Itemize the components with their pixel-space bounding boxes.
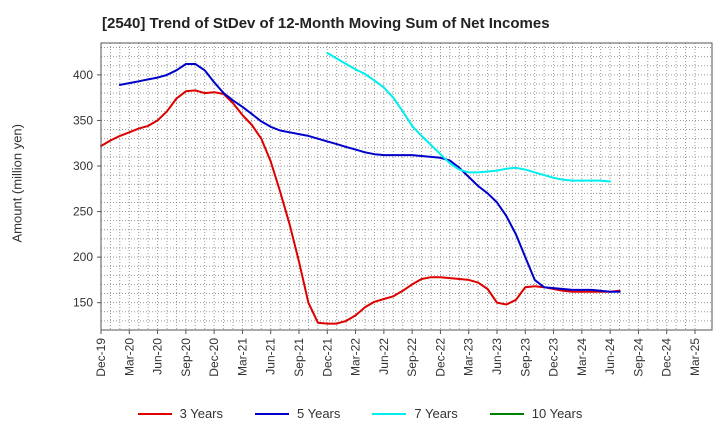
legend-item-10-years: 10 Years [489,406,583,421]
x-tick-label: Mar-21 [235,338,249,376]
legend-item-5-years: 5 Years [255,406,340,421]
x-tick-label: Sep-21 [292,338,306,377]
x-tick-label: Dec-22 [433,338,447,377]
y-tick-label: 400 [73,68,93,82]
x-tick-label: Mar-25 [688,338,702,376]
y-tick-label: 150 [73,296,93,310]
legend-swatch-5-years [255,412,289,415]
series-line-5-years [118,63,621,293]
legend: 3 Years 5 Years 7 Years 10 Years [0,406,720,421]
y-tick-label: 250 [73,205,93,219]
legend-item-7-years: 7 Years [372,406,458,421]
x-tick-label: Sep-22 [405,338,419,377]
x-tick-label: Mar-22 [349,338,363,376]
legend-swatch-10-years [489,412,524,415]
x-tick-label: Dec-24 [660,338,674,377]
chart-title: [2540] Trend of StDev of 12-Month Moving… [102,15,550,32]
x-tick-label: Dec-20 [207,338,221,377]
legend-swatch-3-years [137,412,172,415]
y-tick-label: 300 [73,159,93,173]
x-tick-label: Dec-23 [547,338,561,377]
x-tick-label: Mar-24 [575,338,589,376]
legend-label-7-years: 7 Years [414,406,458,421]
y-tick-label: 350 [73,113,93,127]
legend-label-5-years: 5 Years [297,406,341,421]
series-lines [100,52,621,325]
series-line-7-years [326,52,612,183]
legend-item-3-years: 3 Years [137,406,223,421]
x-tick-label: Mar-23 [462,338,476,376]
x-tick-label: Mar-20 [122,338,136,376]
y-tick-label: 200 [73,250,93,264]
legend-swatch-7-years [372,412,407,415]
plot-frame [100,42,713,331]
x-tick-label: Sep-20 [179,338,193,377]
x-tick-label: Sep-24 [631,338,645,377]
series-line-3-years [100,89,621,325]
x-tick-label: Jun-23 [490,338,504,375]
x-tick-label: Sep-23 [518,338,532,377]
x-tick-label: Dec-19 [94,338,108,377]
x-tick-label: Jun-22 [377,338,391,375]
x-tick-label: Jun-24 [603,338,617,375]
x-tick-label: Jun-21 [264,338,278,375]
x-tick-label: Jun-20 [151,338,165,375]
x-tick-label: Dec-21 [320,338,334,377]
legend-label-3-years: 3 Years [179,406,223,421]
axes: 150 200 250 300 350 400 Dec-19 Mar-20 Jun-20 Sep-… [73,42,713,377]
grid [101,43,712,331]
legend-label-10-years: 10 Years [531,406,583,421]
